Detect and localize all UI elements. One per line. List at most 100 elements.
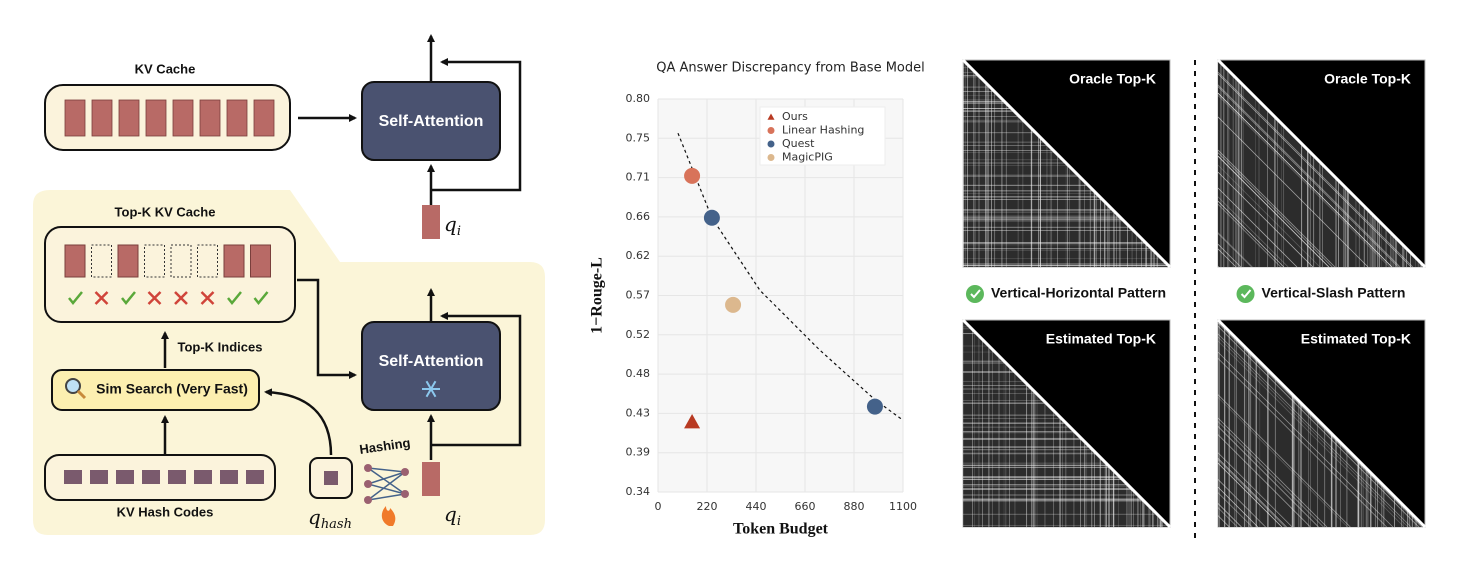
query-hash-label: qhash — [308, 505, 352, 532]
cross-icon — [147, 291, 162, 305]
legend-label: MagicPIG — [782, 151, 833, 164]
check-badge — [965, 285, 984, 303]
cross-icon — [94, 291, 109, 305]
x-axis-label: Token Budget — [733, 521, 829, 538]
heatmap-texture — [1217, 507, 1238, 528]
hash-block — [168, 470, 186, 484]
hash-block — [220, 470, 238, 484]
point — [725, 296, 742, 313]
legend-label: Quest — [782, 137, 815, 150]
heatmap-texture — [1217, 171, 1314, 268]
heatmap-texture — [1217, 265, 1220, 268]
legend-marker — [767, 113, 775, 120]
heatmap-texture — [1217, 232, 1253, 268]
legend-marker — [767, 154, 775, 161]
heatmap-texture — [1217, 459, 1286, 528]
query-subscript: i — [457, 224, 461, 239]
heatmap-title: Estimated Top-K — [1301, 331, 1411, 347]
x-tick-label: 220 — [697, 500, 718, 513]
y-tick-label: 0.80 — [626, 92, 651, 105]
attention-label: Self-Attention — [379, 353, 484, 370]
check-icon — [121, 291, 136, 305]
kv-block-empty — [170, 244, 192, 278]
kv-block-empty — [91, 244, 112, 278]
kv-block — [223, 244, 245, 278]
point — [684, 413, 701, 429]
hash-edge — [367, 483, 406, 495]
pattern-label: Vertical-Horizontal Pattern — [991, 285, 1166, 301]
heatmap-texture — [1217, 458, 1287, 528]
query-base: q — [444, 212, 457, 236]
hash-node — [364, 464, 372, 472]
heatmap-texture — [1217, 149, 1336, 268]
query-subscript: i — [457, 514, 461, 529]
heatmap-texture — [1217, 358, 1387, 528]
kv-block — [199, 99, 221, 137]
hash-edge — [367, 471, 406, 485]
heatmap-texture — [1217, 397, 1348, 528]
y-tick-label: 0.75 — [626, 131, 651, 144]
arrow — [431, 312, 522, 447]
hash-codes-label: KV Hash Codes — [117, 504, 214, 519]
heatmap-texture — [1217, 462, 1283, 528]
heatmap-texture — [1217, 196, 1289, 268]
heatmap-diagonal — [1216, 58, 1427, 269]
heatmap-texture — [1217, 503, 1242, 528]
x-tick-label: 880 — [844, 500, 865, 513]
legend-marker — [767, 127, 775, 134]
check-badge-mark — [1240, 289, 1252, 299]
heatmap-texture — [1217, 92, 1393, 268]
magnifier-icon — [65, 378, 81, 394]
cross-icon — [200, 291, 215, 305]
y-tick-label: 0.66 — [626, 210, 651, 223]
heatmap-texture — [1217, 248, 1237, 268]
topk-cache-title: Top-K KV Cache — [115, 204, 216, 219]
hash-block — [246, 470, 264, 484]
kv-block — [250, 244, 271, 278]
y-tick-label: 0.71 — [626, 171, 651, 184]
heatmap-texture — [1217, 336, 1409, 528]
x-tick-label: 660 — [795, 500, 816, 513]
heatmap-texture — [1217, 85, 1400, 268]
hash-edge — [367, 467, 406, 495]
hash-block — [90, 470, 108, 484]
heatmap-texture — [1217, 340, 1405, 528]
cross-icon — [174, 291, 188, 305]
flame-icon — [381, 506, 396, 526]
hash-edge — [367, 493, 406, 501]
kv-block — [145, 99, 167, 137]
query-subscript: hash — [321, 517, 352, 532]
legend-label: Ours — [782, 110, 808, 123]
heatmap-texture — [1217, 203, 1282, 268]
arrow — [264, 388, 333, 456]
kv-block — [64, 244, 86, 278]
heatmap-texture — [1217, 152, 1333, 268]
arrow — [297, 278, 357, 379]
kv-block — [91, 99, 113, 137]
y-tick-label: 0.52 — [626, 328, 651, 341]
heatmap-texture — [1217, 394, 1351, 528]
query-base: q — [444, 502, 457, 526]
sim-search-box — [51, 369, 260, 411]
y-tick-label: 0.39 — [626, 446, 651, 459]
point — [684, 167, 701, 184]
y-axis-label: 1−Rouge-L — [589, 257, 606, 334]
heatmap-texture — [1217, 417, 1328, 528]
heatmap-texture — [1217, 164, 1321, 268]
check-icon — [68, 291, 83, 305]
heatmap-texture — [1217, 492, 1253, 528]
heatmap-texture — [1217, 479, 1266, 528]
hash-block — [324, 471, 338, 485]
y-tick-label: 0.62 — [626, 249, 651, 262]
heatmap-texture — [1217, 515, 1230, 528]
x-tick-label: 0 — [655, 500, 662, 513]
heatmap-texture — [1217, 95, 1390, 268]
heatmap-texture — [1217, 92, 1393, 268]
heatmap-texture — [1217, 486, 1259, 528]
snowflake-icon — [425, 380, 437, 398]
check-icon — [227, 291, 242, 305]
kv-cache-title: KV Cache — [135, 61, 196, 76]
heatmap-texture — [1217, 149, 1336, 268]
heatmap-texture — [1217, 351, 1394, 528]
